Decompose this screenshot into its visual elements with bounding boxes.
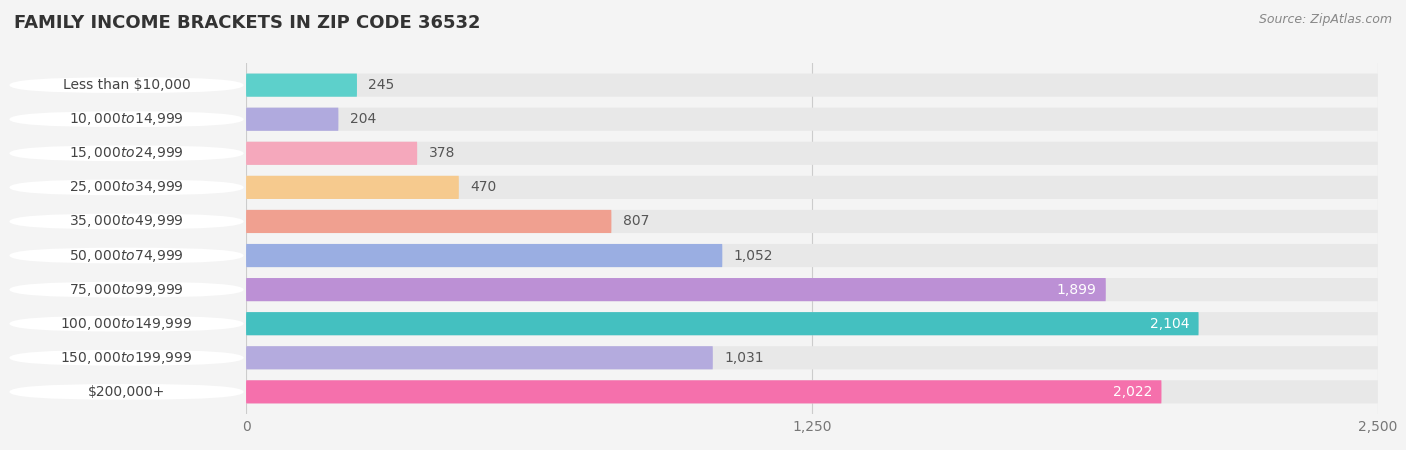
Text: $150,000 to $199,999: $150,000 to $199,999 [60, 350, 193, 366]
Text: 245: 245 [368, 78, 395, 92]
FancyBboxPatch shape [246, 210, 1378, 233]
Text: 204: 204 [350, 112, 375, 126]
FancyBboxPatch shape [246, 244, 1378, 267]
FancyBboxPatch shape [246, 176, 1378, 199]
Text: 1,899: 1,899 [1057, 283, 1097, 297]
Text: 1,031: 1,031 [724, 351, 763, 365]
FancyBboxPatch shape [246, 142, 1378, 165]
FancyBboxPatch shape [10, 248, 243, 263]
FancyBboxPatch shape [10, 145, 243, 161]
FancyBboxPatch shape [246, 346, 713, 369]
FancyBboxPatch shape [246, 346, 1378, 369]
FancyBboxPatch shape [246, 380, 1378, 404]
FancyBboxPatch shape [246, 312, 1378, 335]
Text: $100,000 to $149,999: $100,000 to $149,999 [60, 316, 193, 332]
Text: 1,052: 1,052 [734, 248, 773, 262]
FancyBboxPatch shape [246, 312, 1198, 335]
FancyBboxPatch shape [10, 384, 243, 400]
Text: $50,000 to $74,999: $50,000 to $74,999 [69, 248, 184, 264]
FancyBboxPatch shape [246, 108, 1378, 131]
Text: Source: ZipAtlas.com: Source: ZipAtlas.com [1258, 14, 1392, 27]
Text: $25,000 to $34,999: $25,000 to $34,999 [69, 180, 184, 195]
FancyBboxPatch shape [10, 282, 243, 297]
FancyBboxPatch shape [10, 350, 243, 365]
FancyBboxPatch shape [246, 380, 1161, 404]
Text: $10,000 to $14,999: $10,000 to $14,999 [69, 111, 184, 127]
FancyBboxPatch shape [10, 180, 243, 195]
Text: 2,022: 2,022 [1114, 385, 1153, 399]
Text: $75,000 to $99,999: $75,000 to $99,999 [69, 282, 184, 297]
Text: $35,000 to $49,999: $35,000 to $49,999 [69, 213, 184, 230]
FancyBboxPatch shape [246, 210, 612, 233]
FancyBboxPatch shape [246, 278, 1105, 301]
FancyBboxPatch shape [246, 73, 1378, 97]
Text: 2,104: 2,104 [1150, 317, 1189, 331]
FancyBboxPatch shape [246, 176, 458, 199]
FancyBboxPatch shape [246, 108, 339, 131]
Text: 378: 378 [429, 146, 456, 160]
FancyBboxPatch shape [10, 214, 243, 230]
FancyBboxPatch shape [10, 316, 243, 332]
Text: $200,000+: $200,000+ [87, 385, 166, 399]
FancyBboxPatch shape [10, 112, 243, 127]
Text: 470: 470 [470, 180, 496, 194]
Text: FAMILY INCOME BRACKETS IN ZIP CODE 36532: FAMILY INCOME BRACKETS IN ZIP CODE 36532 [14, 14, 481, 32]
FancyBboxPatch shape [246, 278, 1378, 301]
Text: Less than $10,000: Less than $10,000 [63, 78, 190, 92]
Text: 807: 807 [623, 215, 650, 229]
Text: $15,000 to $24,999: $15,000 to $24,999 [69, 145, 184, 161]
FancyBboxPatch shape [246, 73, 357, 97]
FancyBboxPatch shape [246, 244, 723, 267]
FancyBboxPatch shape [10, 77, 243, 93]
FancyBboxPatch shape [246, 142, 418, 165]
